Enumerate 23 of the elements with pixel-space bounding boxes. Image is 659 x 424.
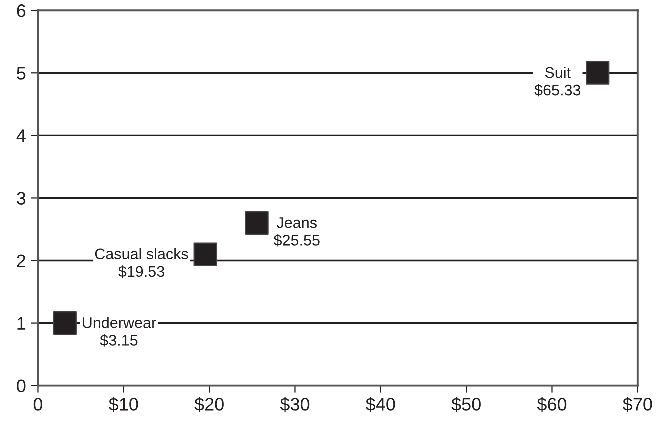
y-tick-label: 0 [17,380,26,393]
point [586,61,610,85]
y-tick-label: 4 [16,130,26,142]
y-tick-label: 3 [17,192,26,205]
annotation: Casual slacks $19.53 [95,248,188,278]
y-tick-label: 5 [17,67,26,80]
annotation: Jeans $25.55 [274,218,320,247]
x-tick-label: $10 [109,397,138,412]
y-tick-label: 1 [18,317,26,330]
point [53,312,77,336]
x-tick-label: $60 [537,397,567,412]
x-tick-label: $40 [366,397,396,412]
x-tick-label: $70 [623,397,652,412]
point [194,242,218,266]
y-tick-label: 6 [17,4,26,18]
annotation: Underwear $3.15 [83,317,156,347]
annotation: Suit $65.33 [534,66,581,97]
x-tick-label: 0 [34,398,43,411]
x-tick-label: $20 [194,397,224,412]
x-tick-label: $30 [280,397,310,412]
x-tick-label: $50 [452,397,481,412]
y-tick-label: 2 [17,254,26,268]
point [245,211,269,235]
